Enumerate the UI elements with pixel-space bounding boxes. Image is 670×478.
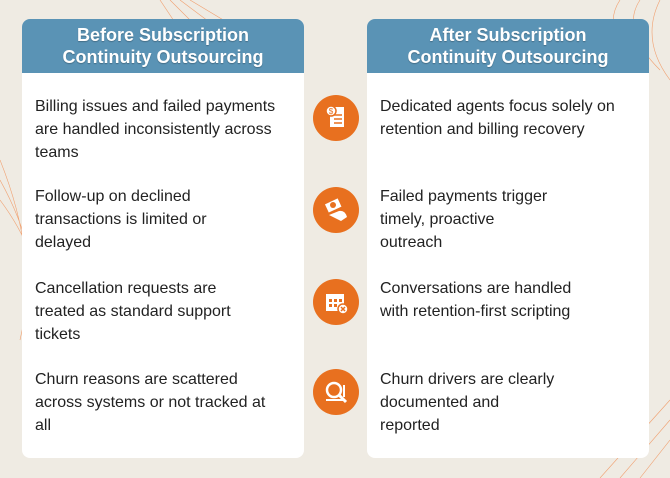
- calendar-cancel-icon: [313, 279, 359, 325]
- analytics-magnifier-icon: [313, 369, 359, 415]
- before-title-line2: Continuity Outsourcing: [62, 47, 264, 67]
- hand-cash-icon: [313, 187, 359, 233]
- after-title-line2: Continuity Outsourcing: [407, 47, 609, 67]
- before-title-line1: Before Subscription: [76, 25, 250, 45]
- before-item: Billing issues and failed payments are h…: [35, 98, 276, 161]
- before-item: Follow-up on declined transactions is li…: [35, 188, 207, 251]
- after-item: Failed payments trigger timely, proactiv…: [380, 188, 548, 251]
- after-item: Conversations are handled with retention…: [380, 280, 572, 320]
- svg-text:$: $: [329, 107, 334, 116]
- invoice-dollar-icon: $: [313, 95, 359, 141]
- before-header: Before Subscription Continuity Outsourci…: [22, 19, 304, 73]
- before-card: Before Subscription Continuity Outsourci…: [22, 19, 304, 458]
- before-item: Churn reasons are scattered across syste…: [35, 371, 266, 434]
- after-item: Dedicated agents focus solely on retenti…: [380, 98, 615, 138]
- before-item: Cancellation requests are treated as sta…: [35, 280, 231, 343]
- after-title-line1: After Subscription: [429, 25, 587, 45]
- after-card: After Subscription Continuity Outsourcin…: [367, 19, 649, 458]
- after-header: After Subscription Continuity Outsourcin…: [367, 19, 649, 73]
- after-item: Churn drivers are clearly documented and…: [380, 371, 555, 434]
